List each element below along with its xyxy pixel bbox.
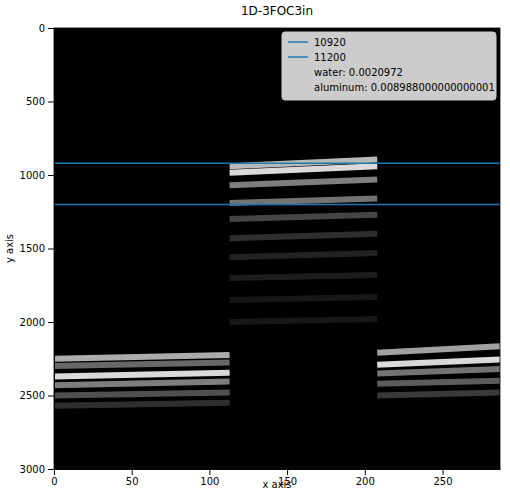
stripe: [230, 199, 378, 203]
legend: 10920 11200 water: 0.0020972 aluminum: 0.00…: [282, 32, 496, 100]
tick-mark: [443, 469, 444, 475]
stripe: [230, 297, 378, 300]
tick-mark: [48, 175, 54, 176]
tick: 500: [26, 96, 54, 107]
tick-mark: [48, 322, 54, 323]
tick-label: 500: [26, 96, 45, 107]
tick-label: 2000: [20, 317, 45, 328]
tick: 0: [51, 469, 57, 487]
stripe: [54, 362, 230, 366]
stripe: [377, 369, 500, 373]
tick-mark: [287, 469, 288, 475]
legend-label: 11200: [314, 52, 346, 63]
legend-box: [282, 32, 496, 100]
image-background: [54, 28, 500, 469]
stripe: [230, 234, 378, 238]
legend-handle: [288, 56, 308, 58]
figure: 0501001502002500500100015002000250030001…: [0, 0, 510, 496]
stripe: [230, 319, 378, 322]
stripe: [230, 215, 378, 219]
tick: 250: [433, 469, 452, 487]
tick-label: 3000: [20, 464, 45, 475]
frame: [54, 28, 500, 469]
tick-mark: [48, 396, 54, 397]
tick-label: 200: [356, 476, 375, 487]
stripe: [230, 166, 378, 173]
stripe: [230, 253, 378, 257]
tick: 50: [126, 469, 139, 487]
tick-label: 50: [126, 476, 139, 487]
tick-label: 250: [433, 476, 452, 487]
tick-mark: [365, 469, 366, 475]
tick: 2500: [20, 390, 54, 401]
tick-label: 0: [51, 476, 57, 487]
tick-mark: [209, 469, 210, 475]
stripe: [54, 373, 230, 377]
tick-mark: [48, 102, 54, 103]
legend-handle: [288, 41, 308, 43]
title: 1D-3FOC3in: [241, 4, 313, 18]
tick: 0: [39, 23, 54, 34]
legend-annotation: water: 0.0020972: [314, 67, 403, 78]
stripe: [54, 355, 230, 359]
tick-label: 1500: [20, 243, 45, 254]
tick: 100: [200, 469, 219, 487]
stripe: [377, 381, 500, 384]
y-label: y axis: [4, 234, 15, 263]
tick: 200: [356, 469, 375, 487]
y-axis: 0 500 1000 1500 2000 2500 3000: [20, 23, 55, 475]
stripe: [54, 382, 230, 386]
stripe: [230, 275, 378, 278]
stripe: [230, 179, 378, 185]
tick-mark: [54, 469, 55, 475]
tick-label: 1000: [20, 170, 45, 181]
stripe: [54, 403, 230, 406]
stripe: [377, 393, 500, 396]
hline: [54, 162, 500, 164]
tick-label: 2500: [20, 390, 45, 401]
tick: 3000: [20, 464, 54, 475]
tick-mark: [48, 469, 54, 470]
tick: 1000: [20, 170, 54, 181]
stripe: [377, 359, 500, 364]
tick-mark: [48, 28, 54, 29]
tick-mark: [132, 469, 133, 475]
stripe: [54, 393, 230, 396]
hline: [54, 204, 500, 206]
stripe: [377, 346, 500, 353]
tick: 1500: [20, 243, 54, 254]
tick-label: 100: [200, 476, 219, 487]
plot-area: [54, 160, 500, 406]
tick: 2000: [20, 317, 54, 328]
tick-mark: [48, 249, 54, 250]
x-label: x axis: [262, 479, 291, 490]
legend-label: 10920: [314, 37, 346, 48]
tick-label: 0: [39, 23, 45, 34]
legend-annotation: aluminum: 0.008988000000000001: [314, 82, 495, 93]
